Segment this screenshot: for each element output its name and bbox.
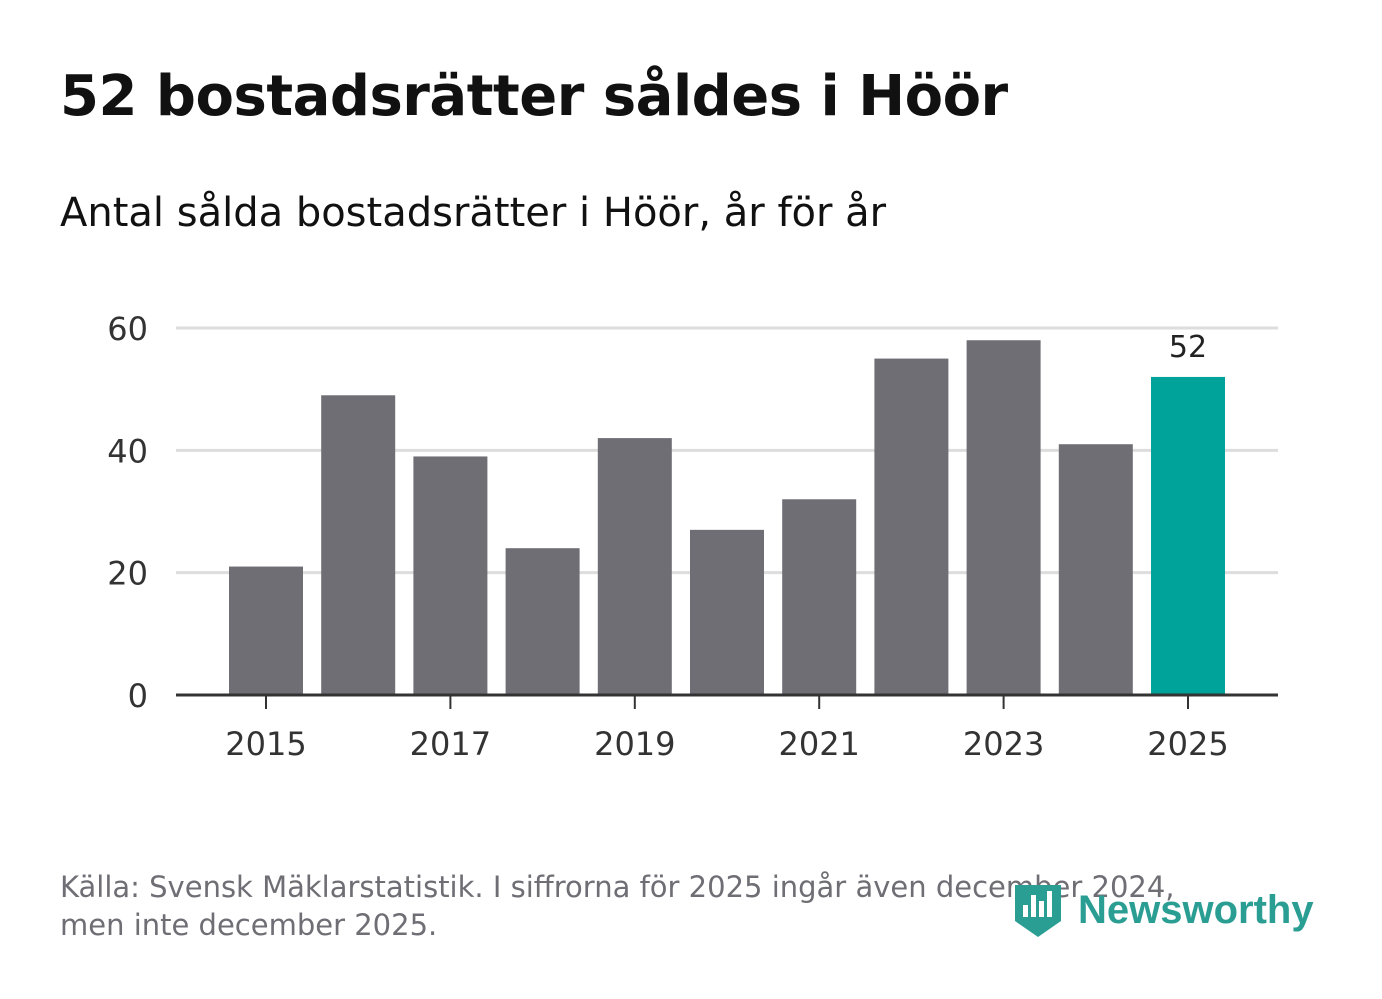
x-tick-label: 2021 <box>778 725 859 763</box>
bar-2016 <box>321 395 396 695</box>
bar-2018 <box>505 548 580 695</box>
bar-2015 <box>229 566 303 695</box>
bar-2023 <box>966 340 1041 695</box>
chart-subtitle: Antal sålda bostadsrätter i Höör, år för… <box>60 190 887 236</box>
source-note-line-1: Källa: Svensk Mäklarstatistik. I siffror… <box>60 870 1175 904</box>
annotations: 52 <box>1169 330 1207 365</box>
bar-2022 <box>874 358 949 695</box>
bars <box>229 340 1225 695</box>
y-tick-label: 40 <box>107 432 148 470</box>
x-axis-labels: 2015 2017 2019 2021 2023 2025 <box>225 725 1228 763</box>
logo-wordmark: Newsworthy <box>1078 887 1314 932</box>
bar-2019 <box>597 438 672 695</box>
bar-chart-shield-icon <box>1015 885 1061 937</box>
y-tick-label: 20 <box>107 555 148 593</box>
source-note-line-2: men inte december 2025. <box>60 908 438 942</box>
x-tick-label: 2019 <box>594 725 675 763</box>
y-tick-label: 0 <box>128 677 148 715</box>
data-label-2025: 52 <box>1169 330 1207 365</box>
bar-2025 <box>1151 376 1225 695</box>
bar-2021 <box>782 499 857 695</box>
y-axis-labels: 0 20 40 60 <box>107 310 148 715</box>
y-tick-label: 60 <box>107 310 148 348</box>
source-note: Källa: Svensk Mäklarstatistik. I siffror… <box>60 868 1260 944</box>
bar-2024 <box>1058 444 1133 695</box>
bar-2017 <box>413 456 488 695</box>
newsworthy-logo: Newsworthy <box>1012 880 1314 940</box>
bar-2020 <box>690 529 764 695</box>
x-axis <box>176 693 1278 709</box>
x-tick-label: 2017 <box>410 725 491 763</box>
x-tick-label: 2023 <box>963 725 1044 763</box>
chart-title: 52 bostadsrätter såldes i Höör <box>60 64 1008 129</box>
x-tick-label: 2015 <box>225 725 306 763</box>
x-tick-label: 2025 <box>1147 725 1228 763</box>
